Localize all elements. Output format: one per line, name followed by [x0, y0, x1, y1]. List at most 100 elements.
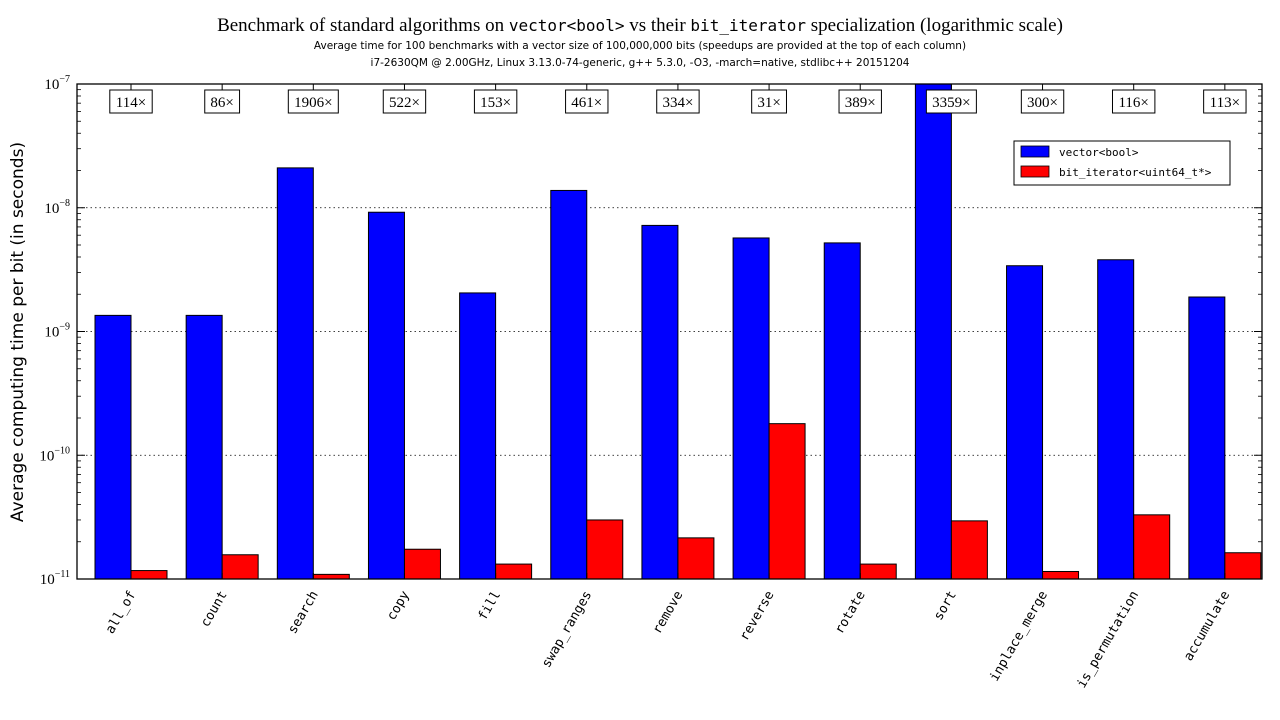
legend-box: [1013, 140, 1231, 186]
bar-bit-iterator-swap-ranges: [586, 519, 624, 580]
title-code-vector-bool: vector<bool>: [508, 16, 625, 35]
legend-swatch-bit-iterator: [1020, 165, 1050, 178]
x-tick-label: rotate: [832, 588, 869, 636]
speedup-label: 3359×: [932, 95, 970, 111]
y-tick-label: 10−11: [40, 569, 70, 588]
speedup-box: [838, 89, 882, 114]
x-tick-label: reverse: [737, 588, 777, 643]
x-tick-label: swap_ranges: [539, 589, 595, 671]
speedup-box: [565, 89, 609, 114]
speedup-label: 114×: [116, 95, 146, 111]
speedup-label: 461×: [571, 95, 602, 111]
legend-swatch-vector-bool: [1020, 145, 1050, 158]
speedup-label: 300×: [1027, 95, 1058, 111]
x-tick-label: inplace_merge: [987, 588, 1051, 684]
bar-vector-bool-search: [276, 167, 314, 580]
chart-subtitle-1: Average time for 100 benchmarks with a v…: [313, 40, 967, 52]
x-tick-label: copy: [384, 588, 413, 623]
speedup-box: [287, 89, 339, 114]
chart-title-block: Benchmark of standard algorithms on vect…: [0, 14, 1280, 72]
title-suffix: specialization (logarithmic scale): [806, 15, 1063, 36]
bar-vector-bool-count: [185, 314, 223, 580]
bar-bit-iterator-fill: [495, 563, 533, 580]
x-tick-label: count: [198, 589, 231, 630]
bar-bit-iterator-inplace-merge: [1042, 570, 1080, 580]
bar-bit-iterator-reverse: [768, 423, 806, 580]
speedup-label: 522×: [389, 95, 420, 111]
y-tick-exponent: −10: [54, 445, 70, 456]
speedup-box: [1020, 89, 1065, 114]
bar-vector-bool-is-permutation: [1097, 259, 1135, 580]
y-tick-exponent: −7: [59, 74, 70, 85]
legend-label-bit-iterator: bit_iterator<uint64_t*>: [1059, 166, 1212, 179]
bar-vector-bool-rotate: [823, 242, 861, 580]
bar-bit-iterator-remove: [677, 537, 715, 580]
speedup-box: [656, 89, 700, 114]
x-tick-label: accumulate: [1181, 588, 1233, 663]
x-tick-label: is_permutation: [1074, 589, 1142, 691]
bar-vector-bool-fill: [459, 292, 497, 580]
y-tick-exponent: −8: [59, 198, 70, 209]
x-tick-label: remove: [650, 588, 687, 636]
bar-bit-iterator-all-of: [130, 570, 168, 580]
speedup-label: 31×: [757, 95, 780, 111]
bars: [94, 83, 1262, 580]
bar-vector-bool-all-of: [94, 314, 132, 580]
speedup-box: [751, 89, 787, 114]
y-tick-exponent: −11: [55, 569, 70, 580]
speedup-label: 153×: [480, 95, 511, 111]
bar-vector-bool-swap-ranges: [550, 189, 588, 580]
y-tick-exponent: −9: [59, 322, 70, 333]
title-code-bit-iterator: bit_iterator: [690, 16, 807, 35]
bar-vector-bool-inplace-merge: [1006, 265, 1044, 580]
bar-bit-iterator-search: [312, 573, 350, 580]
y-axis-label: Average computing time per bit (in secon…: [8, 142, 28, 522]
speedup-box: [473, 89, 518, 114]
speedup-label: 1906×: [294, 95, 332, 111]
y-tick-base: 10: [44, 201, 59, 217]
bar-bit-iterator-sort: [950, 520, 988, 580]
speedup-annotations: 114× 86× 1906× 522× 153× 461× 334× 31× 389× 3359×…: [109, 89, 1247, 114]
speedup-label: 334×: [662, 95, 693, 111]
chart-subtitle-2: i7-2630QM @ 2.00GHz, Linux 3.13.0-74-gen…: [370, 57, 910, 69]
bar-bit-iterator-is-permutation: [1133, 514, 1171, 580]
chart-title: Benchmark of standard algorithms on vect…: [0, 14, 1280, 38]
legend: vector<bool> bit_iterator<uint64_t*>: [1013, 140, 1231, 186]
x-tick-label: search: [285, 589, 321, 637]
bar-vector-bool-copy: [367, 211, 405, 580]
title-prefix: Benchmark of standard algorithms on: [217, 15, 509, 36]
speedup-label: 113×: [1210, 95, 1240, 111]
y-tick-label: 10−10: [39, 445, 70, 464]
x-tick-label: all_of: [103, 589, 139, 637]
speedup-box: [204, 89, 241, 114]
bar-bit-iterator-accumulate: [1224, 552, 1262, 580]
y-tick-base: 10: [39, 448, 54, 464]
bar-vector-bool-sort: [914, 83, 952, 580]
bar-bit-iterator-copy: [403, 548, 441, 580]
speedup-box: [1203, 89, 1247, 114]
legend-label-vector-bool: vector<bool>: [1059, 146, 1139, 159]
bar-vector-bool-accumulate: [1188, 296, 1226, 580]
title-middle: vs their: [624, 15, 691, 36]
y-tick-label: 10−9: [44, 322, 70, 341]
speedup-label: 389×: [845, 95, 876, 111]
speedup-label: 116×: [1118, 95, 1148, 111]
x-tick-label: fill: [475, 589, 504, 624]
speedup-label: 86×: [210, 95, 233, 111]
y-tick-base: 10: [44, 325, 59, 341]
y-tick-label: 10−7: [44, 74, 70, 93]
bar-bit-iterator-count: [221, 554, 259, 580]
bar-vector-bool-remove: [641, 224, 679, 580]
speedup-box: [109, 89, 153, 114]
y-tick-label: 10−8: [44, 198, 70, 217]
speedup-box: [1111, 89, 1156, 114]
speedup-box: [925, 89, 977, 114]
speedup-box: [382, 89, 427, 114]
bar-bit-iterator-rotate: [859, 563, 897, 580]
y-tick-base: 10: [44, 77, 59, 93]
y-tick-base: 10: [40, 572, 55, 588]
x-tick-label: sort: [931, 589, 960, 624]
bar-vector-bool-reverse: [732, 237, 770, 580]
